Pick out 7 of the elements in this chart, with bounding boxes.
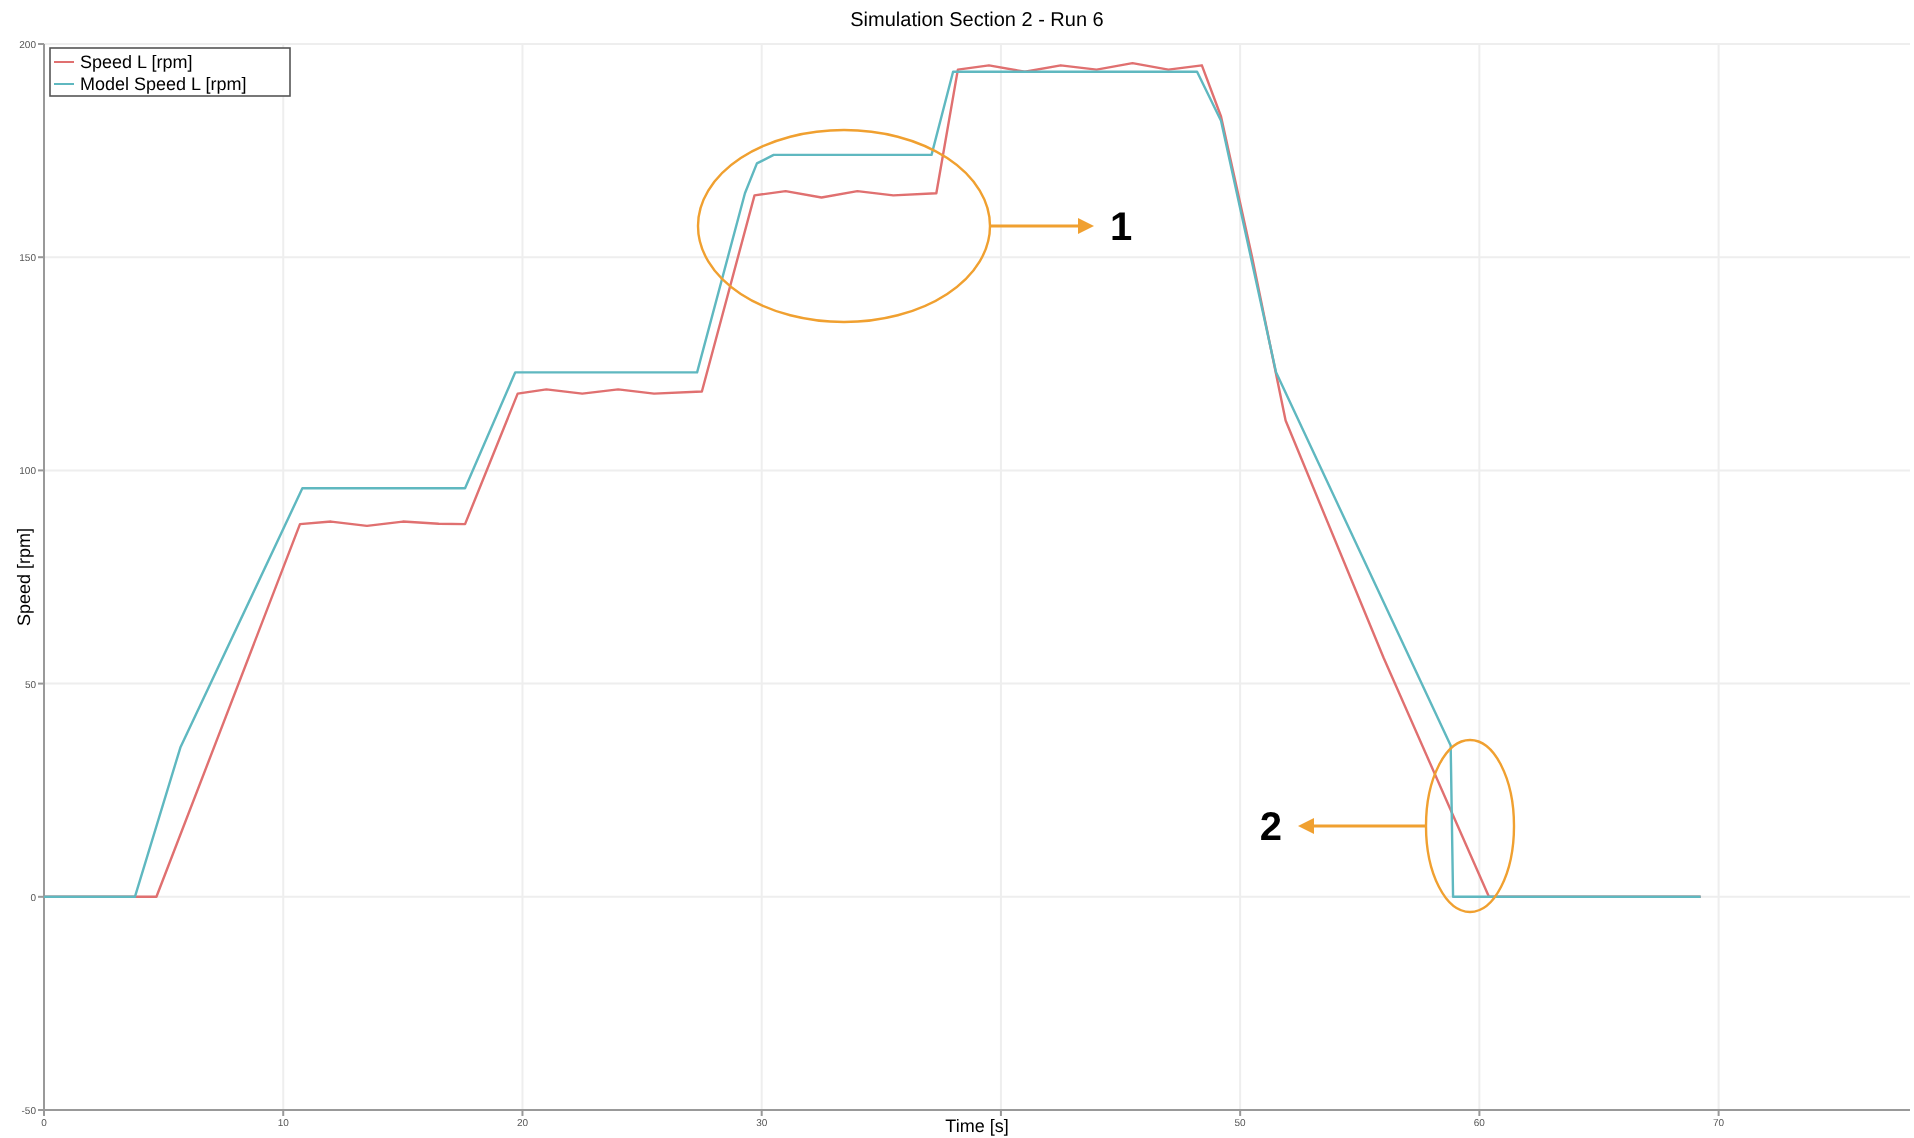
x-axis-title: Time [s] [945, 1116, 1009, 1136]
legend-label: Model Speed L [rpm] [80, 74, 247, 94]
annotation: 2 [1259, 806, 1282, 850]
annotation: 1 [1110, 206, 1133, 250]
legend-label: Speed L [rpm] [80, 52, 193, 72]
y-axis-title: Speed [rpm] [14, 527, 34, 627]
chart-title: Simulation Section 2 - Run 6 [850, 10, 1105, 32]
